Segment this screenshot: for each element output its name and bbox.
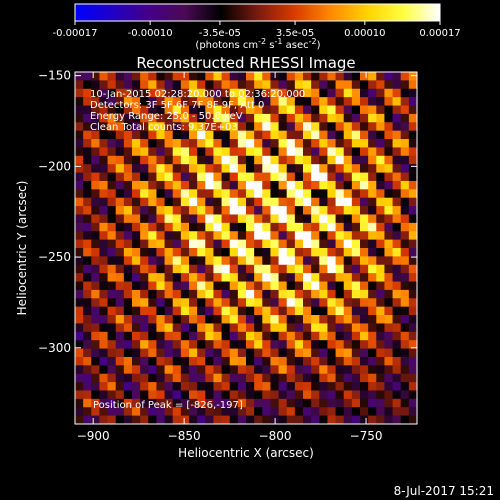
plot-frame	[74, 71, 418, 425]
colorbar-tick-label: 3.5e-05	[276, 28, 314, 39]
colorbar	[74, 3, 441, 22]
peak-position-label: Position of Peak = [-826,-197]	[93, 400, 243, 411]
colorbar-units: (photons cm-2 s-1 asec-2)	[195, 37, 320, 51]
y-tick-label: −150	[38, 69, 71, 83]
x-tick-label: −750	[350, 429, 383, 443]
colorbar-tick-label: 0.00017	[419, 28, 460, 39]
chart-title: Reconstructed RHESSI Image	[136, 54, 355, 72]
x-tick-label: −850	[168, 429, 201, 443]
y-tick-label: −200	[38, 159, 71, 173]
colorbar-tick-label: -0.00017	[53, 28, 98, 39]
colorbar-tick-label: -0.00010	[128, 28, 173, 39]
colorbar-tick-label: 0.00010	[344, 28, 385, 39]
y-tick-label: −300	[38, 341, 71, 355]
x-tick-label: −900	[77, 429, 110, 443]
colorbar-ticks: -0.00017 -0.00010 -3.5e-05 3.5e-05 0.00010 0.…	[53, 21, 461, 39]
colorbar-tick-label: -3.5e-05	[199, 28, 241, 39]
annotation-block: 10-Jan-2015 02:28:20.000 to 02:36:20.000…	[90, 89, 305, 133]
y-tick-label: −250	[38, 250, 71, 264]
annotation-energy: Energy Range: 25.0 - 50.0 keV	[90, 111, 243, 122]
x-axis-ticks: −900 −850 −800 −750	[77, 72, 383, 443]
heatmap-image	[75, 72, 417, 424]
footer-date: 8-Jul-2017 15:21	[394, 484, 494, 498]
x-tick-label: −800	[259, 429, 292, 443]
annotation-counts: Clean Total counts: 9.37E+03	[90, 122, 238, 133]
y-axis-ticks: −150 −200 −250 −300	[38, 69, 417, 355]
annotation-detectors: Detectors: 3F 5F 6F 7F 8F 9F, Att 0	[90, 100, 264, 111]
x-axis-label: Heliocentric X (arcsec)	[178, 446, 314, 460]
annotation-time: 10-Jan-2015 02:28:20.000 to 02:36:20.000	[90, 89, 305, 100]
y-axis-label: Heliocentric Y (arcsec)	[15, 181, 29, 316]
